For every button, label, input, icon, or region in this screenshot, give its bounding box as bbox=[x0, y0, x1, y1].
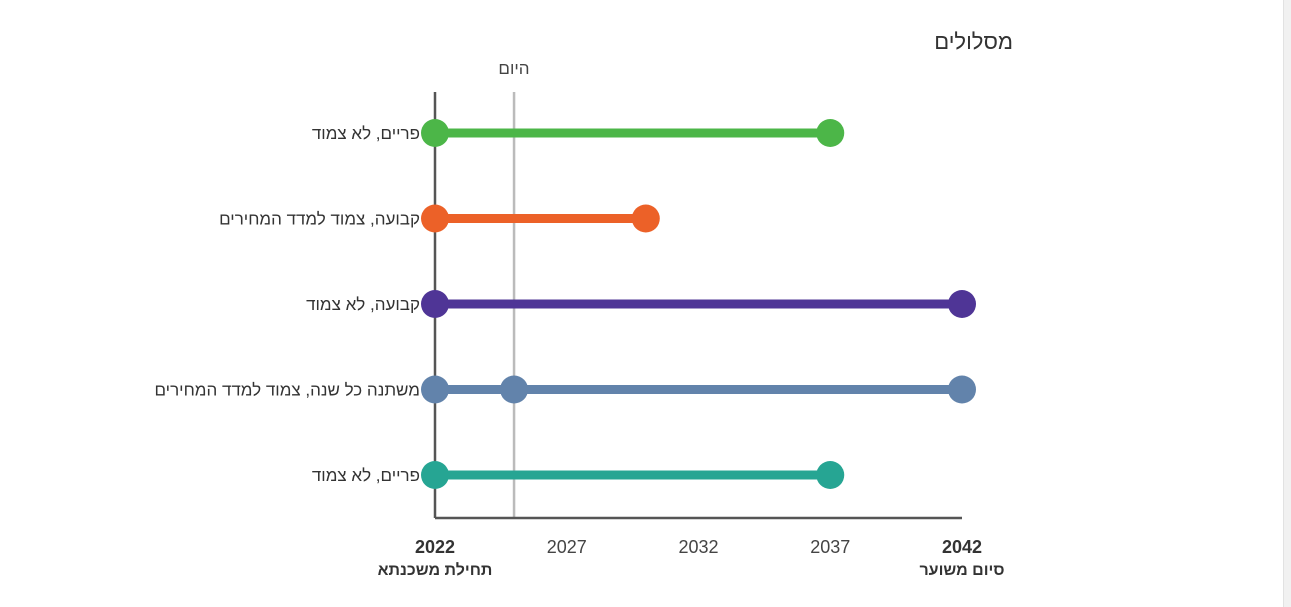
series-start-point bbox=[421, 461, 449, 489]
end-caption: סיום משוער bbox=[919, 562, 1004, 579]
series-label: קבועה, לא צמוד bbox=[306, 295, 420, 314]
series-end-point bbox=[631, 204, 660, 233]
x-tick-label: 2042 bbox=[942, 537, 982, 557]
series-start-point bbox=[421, 204, 449, 233]
x-tick-label: 2022 bbox=[415, 537, 455, 557]
series-label: קבועה, צמוד למדד המחירים bbox=[219, 210, 420, 229]
series-end-point bbox=[816, 119, 845, 147]
series-end-point bbox=[948, 290, 976, 318]
series-label: פריים, לא צמוד bbox=[312, 466, 420, 485]
x-tick-label: 2037 bbox=[810, 537, 850, 557]
start-caption: תחילת משכנתא bbox=[378, 561, 493, 579]
series-start-point bbox=[421, 375, 449, 404]
chart-title: מסלולים bbox=[934, 29, 1013, 54]
series-label: משתנה כל שנה, צמוד למדד המחירים bbox=[154, 381, 420, 400]
x-tick-label: 2027 bbox=[547, 537, 587, 557]
series-start-point bbox=[421, 290, 449, 318]
scrollbar-track[interactable] bbox=[1283, 0, 1291, 607]
series-label: פריים, לא צמוד bbox=[312, 124, 420, 143]
series-start-point bbox=[421, 119, 449, 147]
series-point bbox=[500, 375, 529, 404]
series-end-point bbox=[816, 461, 845, 489]
series-end-point bbox=[948, 375, 976, 404]
x-tick-label: 2032 bbox=[678, 537, 718, 557]
today-label: היום bbox=[498, 59, 529, 78]
